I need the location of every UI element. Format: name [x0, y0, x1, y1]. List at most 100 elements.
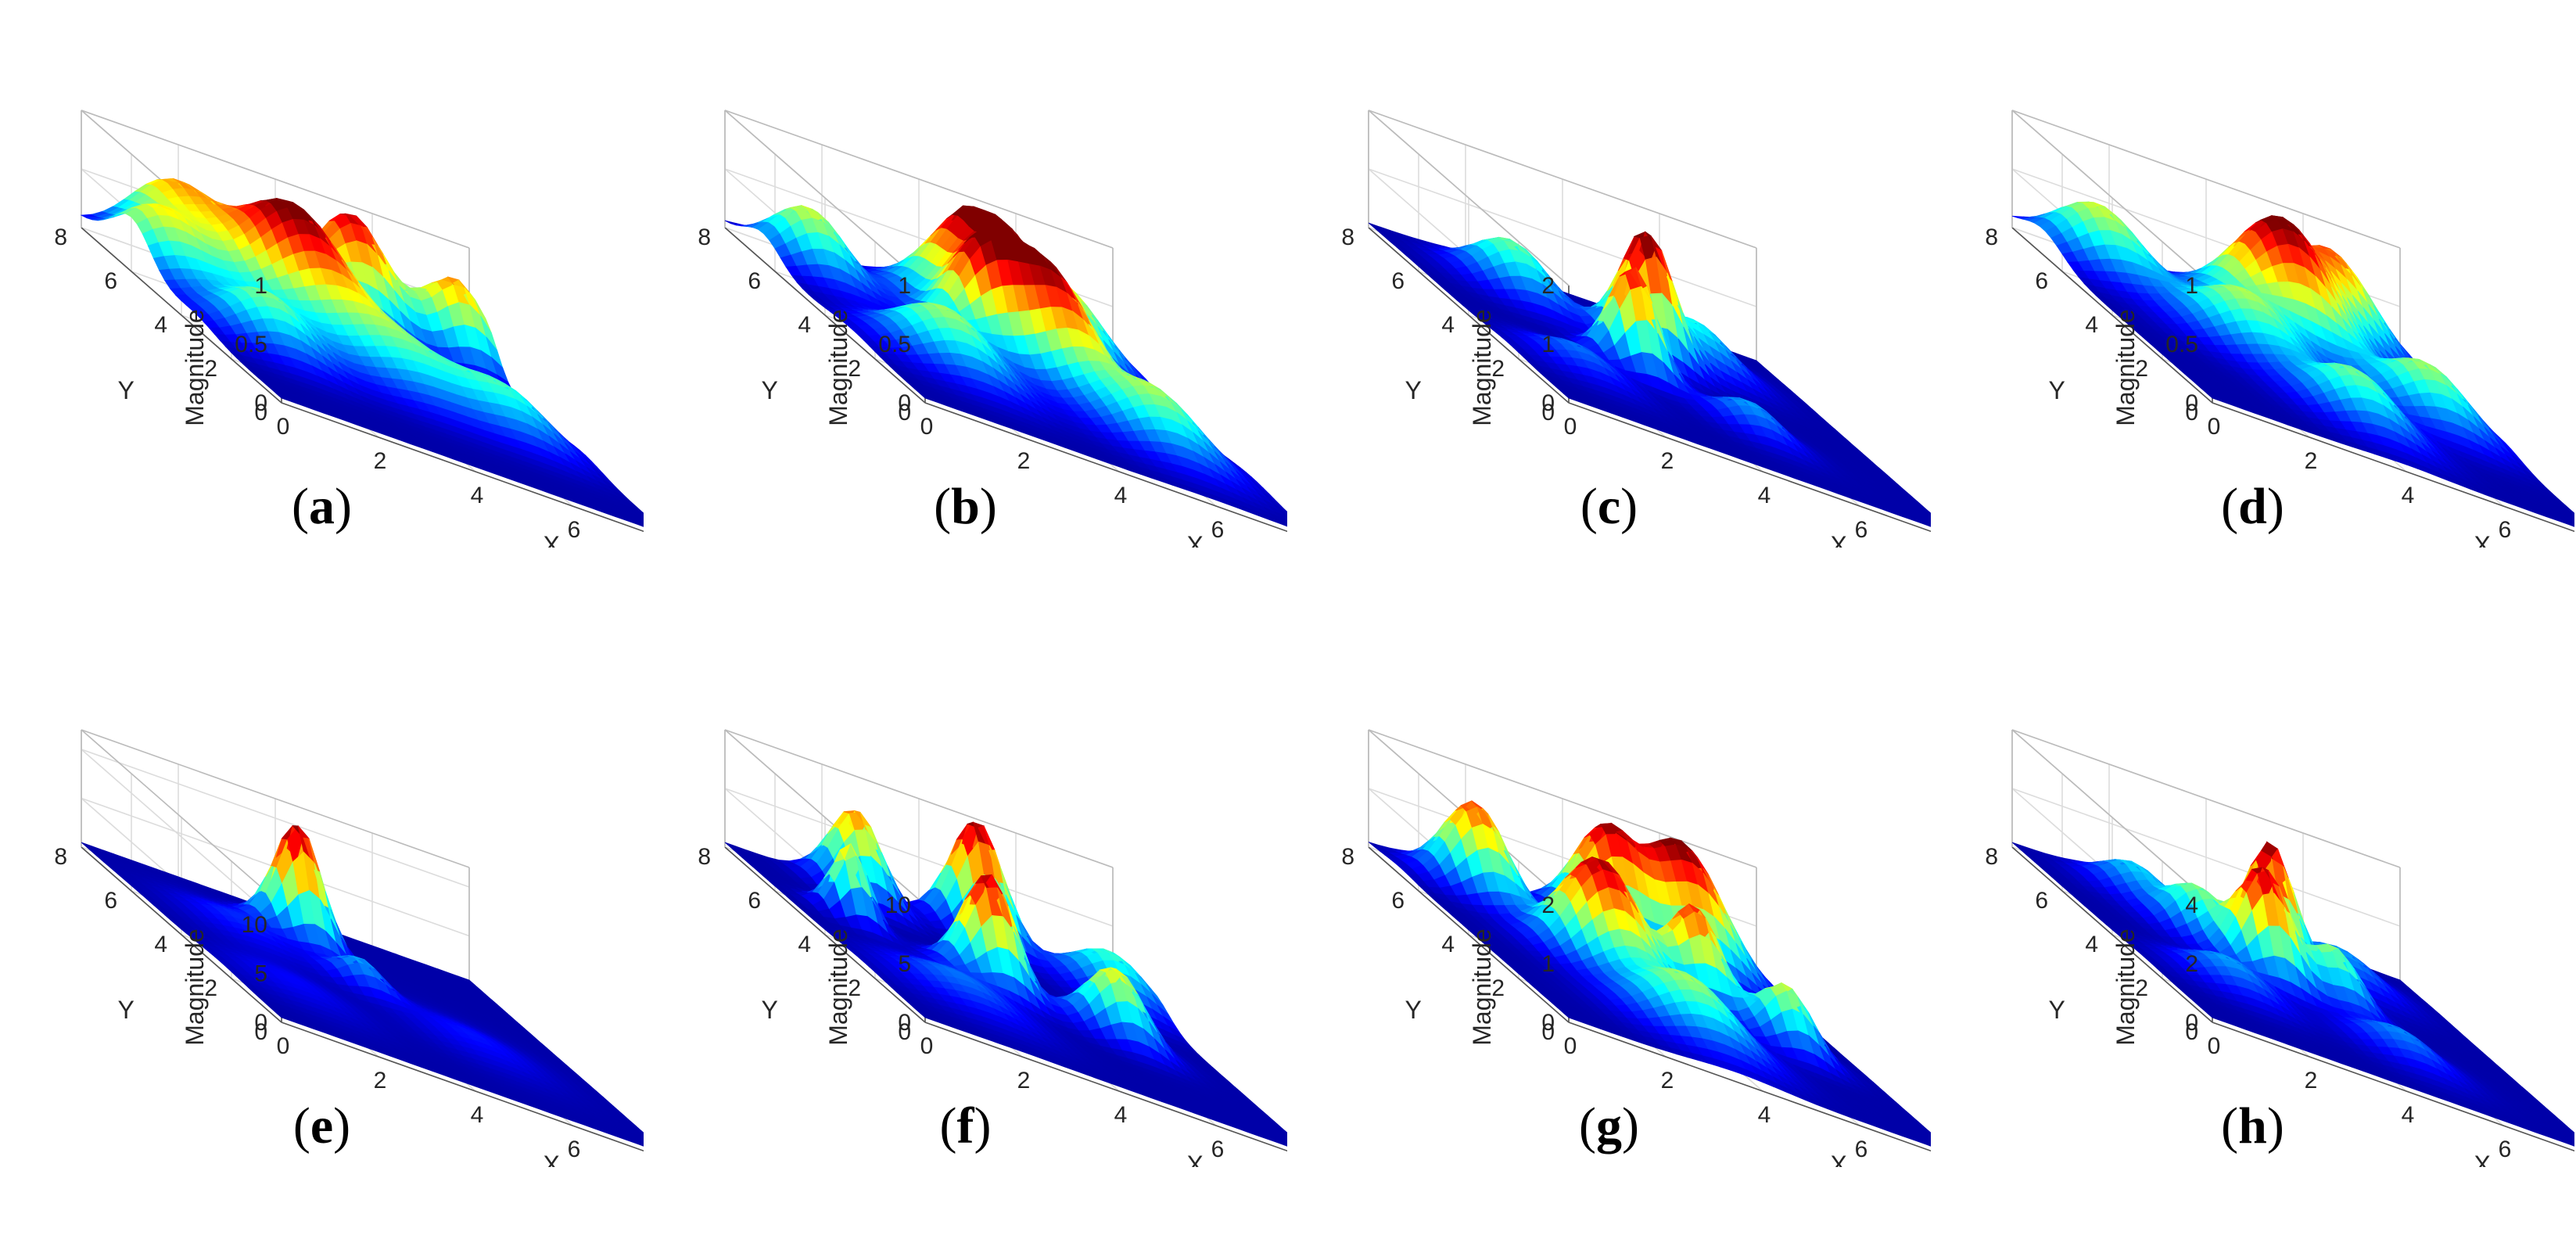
x-tick-label: 2 — [1661, 448, 1674, 474]
x-tick-label: 2 — [2305, 448, 2318, 474]
z-tick-label: 0 — [1541, 390, 1555, 416]
panel-caption-letter: g — [1596, 1097, 1622, 1155]
panel-caption-letter: d — [2238, 478, 2267, 535]
surface-mesh — [2011, 841, 2574, 1147]
x-tick-label: 6 — [2499, 517, 2512, 543]
x-axis-line — [281, 1022, 644, 1152]
x-axis-label: X — [1187, 1151, 1204, 1167]
tick-labels: 02468024680510 — [54, 844, 581, 1162]
x-axis-label: X — [1831, 531, 1847, 548]
z-tick-label: 0 — [254, 390, 267, 416]
x-tick-label: 2 — [1017, 448, 1031, 474]
panel-e: 02468024680510XYMagnitude(e) — [0, 620, 644, 1239]
x-tick-label: 0 — [277, 414, 290, 440]
x-tick-label: 0 — [920, 1033, 934, 1059]
panel-caption-letter: e — [310, 1097, 334, 1155]
z-tick-label: 2 — [2185, 951, 2198, 977]
z-tick-label: 0 — [1541, 1010, 1555, 1036]
x-tick-label: 4 — [1758, 483, 1771, 508]
surface-mesh — [724, 205, 1287, 527]
x-tick-label: 6 — [568, 517, 581, 543]
y-tick-label: 4 — [798, 932, 811, 957]
y-tick-label: 0 — [898, 400, 911, 426]
y-axis-label: Y — [118, 376, 135, 404]
y-axis-line — [2011, 227, 2213, 404]
surface-plot-g: 0246802468012XYMagnitude — [1341, 729, 1931, 1167]
z-axis-label: Magnitude — [824, 309, 852, 426]
panel-caption: (e) — [292, 1097, 351, 1155]
box-edge — [81, 729, 470, 868]
z-tick-label: 1 — [1541, 951, 1555, 977]
panel-g: 0246802468012XYMagnitude(g) — [1287, 620, 1931, 1239]
panel-f: 02468024680510XYMagnitude(f) — [644, 620, 1287, 1239]
x-tick-label: 2 — [1661, 1068, 1674, 1094]
panel-caption: (a) — [292, 478, 352, 535]
x-tick-label: 4 — [2402, 483, 2415, 508]
tick-labels: 0246802468012 — [1341, 224, 1867, 543]
tick-labels: 024680246800.51 — [698, 224, 1224, 543]
x-tick-label: 2 — [374, 1068, 387, 1094]
y-tick-label: 8 — [698, 224, 711, 250]
x-axis-line — [924, 402, 1287, 533]
z-tick-label: 10 — [242, 912, 267, 938]
y-axis-line — [1368, 227, 1570, 404]
y-tick-label: 2 — [1491, 975, 1505, 1001]
y-tick-label: 4 — [798, 312, 811, 338]
z-tick-label: 4 — [2185, 892, 2198, 918]
box-edge — [2011, 729, 2213, 906]
y-axis-line — [81, 227, 282, 404]
z-tick-label: 1 — [254, 273, 267, 299]
y-tick-label: 6 — [104, 268, 117, 294]
tick-labels: 024680246800.51 — [54, 224, 581, 543]
box-edge — [81, 110, 470, 249]
y-tick-label: 4 — [1441, 932, 1455, 957]
box-edge — [1368, 110, 1570, 286]
y-tick-label: 6 — [2035, 888, 2048, 914]
panel-caption-letter: b — [951, 478, 980, 535]
panel-caption: (f) — [939, 1097, 992, 1155]
x-tick-label: 4 — [1758, 1102, 1771, 1128]
z-tick-label: 0 — [254, 1010, 267, 1036]
y-axis-label: Y — [762, 376, 778, 404]
y-tick-label: 4 — [2085, 312, 2098, 338]
y-tick-label: 0 — [1541, 400, 1555, 426]
z-axis-label: Magnitude — [2111, 309, 2140, 426]
z-tick-label: 1 — [2185, 273, 2198, 299]
box-edge — [81, 729, 282, 906]
panel-caption: (h) — [2221, 1097, 2284, 1155]
z-axis-label: Magnitude — [824, 928, 852, 1045]
x-tick-label: 0 — [277, 1033, 290, 1059]
z-axis-label: Magnitude — [181, 309, 209, 426]
y-tick-label: 8 — [54, 224, 67, 250]
z-axis-label: Magnitude — [1468, 928, 1496, 1045]
y-axis-label: Y — [762, 996, 778, 1024]
y-tick-label: 6 — [1391, 268, 1405, 294]
z-tick-label: 5 — [898, 951, 911, 977]
x-axis-line — [924, 1022, 1287, 1152]
wall-grid-line — [81, 749, 470, 888]
y-tick-label: 6 — [2035, 268, 2048, 294]
box-edge — [1368, 729, 1757, 868]
y-tick-label: 8 — [1985, 224, 1998, 250]
z-tick-label: 1 — [898, 273, 911, 299]
y-axis-line — [724, 846, 926, 1023]
y-tick-label: 0 — [2185, 400, 2198, 426]
x-tick-label: 6 — [1211, 1137, 1225, 1162]
x-axis-line — [2212, 1022, 2574, 1152]
y-tick-label: 2 — [2135, 356, 2148, 382]
y-tick-label: 2 — [2135, 975, 2148, 1001]
y-tick-label: 6 — [748, 268, 761, 294]
y-tick-label: 4 — [1441, 312, 1455, 338]
x-axis-label: X — [2474, 531, 2491, 548]
panel-caption-letter: a — [309, 478, 335, 535]
tick-labels: 0246802468012 — [1341, 844, 1867, 1162]
x-tick-label: 2 — [2305, 1068, 2318, 1094]
y-axis-label: Y — [2049, 996, 2065, 1024]
z-tick-label: 5 — [254, 961, 267, 987]
y-axis-label: Y — [1405, 376, 1422, 404]
x-tick-label: 6 — [568, 1137, 581, 1162]
x-tick-label: 0 — [2208, 414, 2221, 440]
